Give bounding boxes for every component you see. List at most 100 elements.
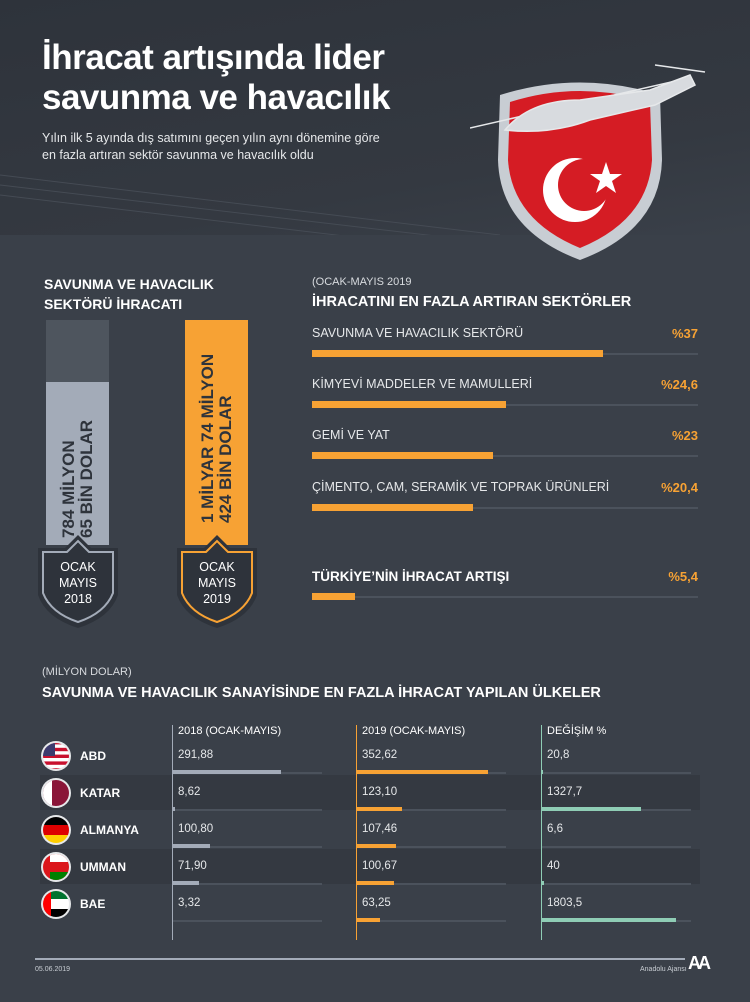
value-2019: 63,25 bbox=[362, 897, 391, 909]
country-name: ALMANYA bbox=[80, 823, 139, 837]
bar-2018: 784 MİLYON 65 BİN DOLAR bbox=[46, 320, 109, 545]
sector-value: %5,4 bbox=[668, 569, 698, 584]
germany-flag-icon bbox=[41, 815, 71, 845]
bar-track-2019 bbox=[356, 918, 506, 922]
bar-2019-value bbox=[356, 918, 380, 922]
value-change: 6,6 bbox=[547, 823, 563, 835]
column-header-2018: 2018 (OCAK-MAYIS) bbox=[178, 725, 282, 737]
bar-change-value bbox=[541, 807, 641, 811]
value-2018: 8,62 bbox=[178, 786, 201, 798]
bar-2018-value bbox=[172, 881, 199, 885]
value-2018: 100,80 bbox=[178, 823, 214, 835]
column-divider bbox=[541, 725, 542, 940]
bar-change-value bbox=[541, 881, 544, 885]
sector-label: ÇİMENTO, CAM, SERAMİK VE TOPRAK ÜRÜNLERİ bbox=[312, 480, 610, 494]
bar-change-value bbox=[541, 918, 677, 922]
aa-logo-icon: AA bbox=[688, 953, 711, 973]
uae-flag-icon bbox=[41, 889, 71, 919]
bar-2019-value bbox=[356, 844, 397, 848]
footer-date: 05.06.2019 bbox=[35, 966, 71, 973]
sector-value: %23 bbox=[671, 428, 698, 443]
footer-agency: Anadolu Ajansı bbox=[640, 966, 687, 973]
sector-value: %20,4 bbox=[661, 480, 698, 495]
sector-bar-track bbox=[312, 350, 698, 357]
value-change: 1803,5 bbox=[547, 897, 583, 909]
country-name: ABD bbox=[80, 749, 106, 763]
sector-label: SAVUNMA VE HAVACILIK SEKTÖRÜ bbox=[312, 326, 524, 340]
column-divider bbox=[356, 725, 357, 940]
us-flag-icon bbox=[41, 741, 71, 771]
row-band bbox=[40, 775, 700, 810]
value-change: 40 bbox=[547, 860, 560, 872]
sector-bar-track bbox=[312, 401, 698, 408]
badge-2019-shield bbox=[177, 535, 257, 628]
value-change: 20,8 bbox=[547, 749, 570, 761]
bar-track-2019 bbox=[356, 844, 506, 848]
row-band bbox=[40, 849, 700, 884]
value-2019: 352,62 bbox=[362, 749, 398, 761]
sector-bar bbox=[312, 401, 506, 408]
sectors-subtitle: (OCAK-MAYIS 2019 bbox=[312, 276, 412, 288]
bar-2019-label: 1 MİLYAR 74 MİLYON 424 BİN DOLAR bbox=[198, 353, 235, 523]
bar-2019: 1 MİLYAR 74 MİLYON 424 BİN DOLAR bbox=[185, 320, 248, 545]
value-2019: 100,67 bbox=[362, 860, 398, 872]
bar-track-2019 bbox=[356, 807, 506, 811]
value-2018: 291,88 bbox=[178, 749, 214, 761]
badge-2019-text: OCAK MAYIS 2019 bbox=[198, 560, 236, 606]
bar-2018-value bbox=[172, 844, 210, 848]
bar-track-2019 bbox=[356, 881, 506, 885]
bar-track-2018 bbox=[172, 918, 322, 922]
bar-track-change bbox=[541, 844, 691, 848]
badge-2018-text: OCAK MAYIS 2018 bbox=[59, 560, 97, 606]
footer-divider bbox=[35, 958, 685, 960]
table-unit: (MİLYON DOLAR) bbox=[42, 666, 132, 678]
bar-track-2019 bbox=[356, 770, 506, 774]
bar-track-change bbox=[541, 881, 691, 885]
bar-track-change bbox=[541, 770, 691, 774]
value-2018: 71,90 bbox=[178, 860, 207, 872]
column-divider bbox=[172, 725, 173, 940]
qatar-flag-icon bbox=[41, 778, 71, 808]
bar-track-2018 bbox=[172, 844, 322, 848]
bar-2019-value bbox=[356, 881, 394, 885]
badge-2018-shield bbox=[38, 535, 118, 628]
column-header-change: DEĞİŞİM % bbox=[547, 725, 607, 737]
bar-2018-value bbox=[172, 807, 176, 811]
country-name: UMMAN bbox=[80, 860, 126, 874]
sector-bar-track bbox=[312, 452, 698, 459]
value-2019: 107,46 bbox=[362, 823, 398, 835]
sector-value: %24,6 bbox=[661, 377, 698, 392]
bar-track-change bbox=[541, 918, 691, 922]
sectors-title: İHRACATINI EN FAZLA ARTIRAN SEKTÖRLER bbox=[312, 294, 632, 310]
bar-2019-value bbox=[356, 807, 403, 811]
country-name: BAE bbox=[80, 897, 106, 911]
sector-bar bbox=[312, 452, 494, 459]
bar-track-2018 bbox=[172, 807, 322, 811]
bar-2019-value bbox=[356, 770, 489, 774]
country-name: KATAR bbox=[80, 786, 121, 800]
sector-label: GEMİ VE YAT bbox=[312, 428, 390, 442]
sector-value: %37 bbox=[671, 326, 698, 341]
bar-2018-label: 784 MİLYON 65 BİN DOLAR bbox=[59, 419, 96, 538]
left-section-title: SAVUNMA VE HAVACILIK SEKTÖRÜ İHRACATI bbox=[44, 276, 214, 312]
oman-flag-icon bbox=[41, 852, 71, 882]
decorative-lines bbox=[0, 174, 501, 235]
bar-track-2018 bbox=[172, 770, 322, 774]
turkish-flag-shield-emblem bbox=[470, 64, 706, 260]
sector-bar-track bbox=[312, 593, 698, 600]
value-2018: 3,32 bbox=[178, 897, 201, 909]
bar-change-value bbox=[541, 770, 543, 774]
sector-bar bbox=[312, 350, 604, 357]
sector-label: KİMYEVİ MADDELER VE MAMULLERİ bbox=[312, 377, 533, 391]
bar-track-2018 bbox=[172, 881, 322, 885]
helicopter-icon bbox=[470, 64, 706, 132]
bar-track-change bbox=[541, 807, 691, 811]
page-title: İhracat artışında lider savunma ve havacı… bbox=[42, 38, 391, 117]
sector-bar-track bbox=[312, 504, 698, 511]
sector-bar bbox=[312, 504, 473, 511]
value-2019: 123,10 bbox=[362, 786, 398, 798]
sector-label: TÜRKİYE’NİN İHRACAT ARTIŞI bbox=[312, 569, 510, 584]
value-change: 1327,7 bbox=[547, 786, 583, 798]
sector-bar bbox=[312, 593, 355, 600]
column-header-2019: 2019 (OCAK-MAYIS) bbox=[362, 725, 466, 737]
